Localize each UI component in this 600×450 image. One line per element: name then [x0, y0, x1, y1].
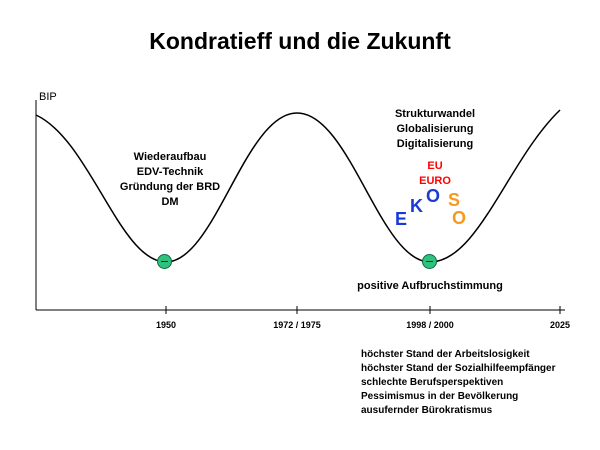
ekoso-letter-s: S	[448, 190, 461, 210]
annotation-line: Digitalisierung	[396, 138, 474, 150]
problem-list: höchster Stand der Arbeitslosigkeit höch…	[361, 348, 555, 418]
annotation-line: Strukturwandel	[394, 108, 476, 120]
ekoso-letter-k: K	[410, 196, 423, 216]
annotation-line: Gründung der BRD	[119, 181, 221, 193]
diagram-title: Kondratieff und die Zukunft	[149, 28, 451, 54]
ekoso-letter-o: O	[426, 186, 441, 206]
tick-label-1998-2000: 1998 / 2000	[406, 320, 454, 330]
problem-item: höchster Stand der Sozialhilfeempfänger	[361, 363, 556, 374]
y-axis-label: BIP	[39, 91, 57, 103]
first-trough-annotation: Wiederaufbau EDV-Technik Gründung der BR…	[95, 150, 245, 210]
second-trough-caption: positive Aufbruchstimmung	[357, 280, 503, 292]
eu-label: EU	[427, 160, 443, 172]
problem-item: schlechte Berufsperspektiven	[361, 377, 504, 388]
annotation-line: DM	[161, 196, 179, 208]
problem-item: Pessimismus in der Bevölkerung	[361, 391, 519, 402]
ekoso-letter-o2: O	[452, 208, 467, 228]
eu-annotation: EU EURO	[385, 159, 485, 189]
kondratieff-wave	[35, 109, 561, 263]
euro-label: EURO	[419, 175, 451, 187]
annotation-line: EDV-Technik	[136, 166, 204, 178]
annotation-line: Wiederaufbau	[133, 151, 207, 163]
ekoso-letter-e: E	[395, 209, 408, 229]
problem-item: ausufernder Bürokratismus	[361, 405, 493, 416]
second-trough-top-annotation: Strukturwandel Globalisierung Digitalisi…	[360, 107, 510, 152]
tick-label-1950: 1950	[155, 320, 177, 330]
tick-label-2025: 2025	[549, 320, 571, 330]
annotation-line: Globalisierung	[396, 123, 474, 135]
trough-marker-2000	[422, 254, 437, 269]
problem-item: höchster Stand der Arbeitslosigkeit	[361, 349, 530, 360]
trough-marker-1950	[157, 254, 172, 269]
tick-label-1972-1975: 1972 / 1975	[273, 320, 321, 330]
